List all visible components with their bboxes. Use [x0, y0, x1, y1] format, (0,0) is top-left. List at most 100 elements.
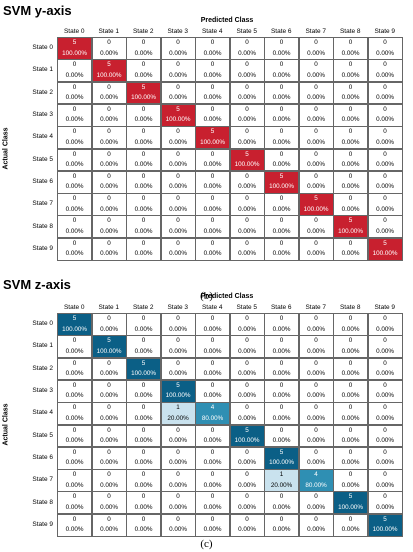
cell-count: 4 — [314, 471, 318, 479]
cell-count: 0 — [348, 150, 353, 158]
cell-percent: 0.00% — [272, 227, 291, 235]
cell-count: 0 — [279, 61, 284, 69]
cell-percent: 0.00% — [307, 138, 325, 146]
matrix-cell: 0 0.00% — [126, 424, 162, 448]
matrix-cell: 0 0.00% — [367, 424, 403, 448]
matrix-cell: 0 0.00% — [333, 193, 369, 216]
row-header: State 9 — [32, 244, 53, 252]
cell-percent: 100.00% — [165, 392, 191, 400]
cell-count: 0 — [348, 448, 353, 456]
cell-count: 5 — [176, 381, 180, 389]
matrix-cell: 5 100.00% — [298, 193, 334, 216]
cell-percent: 0.00% — [272, 347, 291, 355]
matrix-cell: 0 0.00% — [160, 491, 196, 515]
cell-count: 0 — [383, 195, 387, 203]
cell-count: 0 — [107, 426, 111, 434]
matrix-cell: 0 0.00% — [91, 126, 127, 150]
cell-count: 0 — [107, 195, 111, 203]
cell-percent: 0.00% — [376, 227, 394, 235]
cell-percent: 0.00% — [203, 526, 222, 534]
cell-count: 0 — [348, 381, 353, 389]
matrix-cell: 0 0.00% — [91, 513, 127, 537]
matrix-cell: 0 0.00% — [91, 379, 127, 403]
cell-percent: 0.00% — [169, 526, 187, 534]
cell-percent: 0.00% — [169, 227, 187, 235]
cell-percent: 0.00% — [100, 370, 118, 378]
cell-percent: 0.00% — [65, 481, 84, 489]
cell-percent: 0.00% — [100, 503, 118, 511]
matrix-cell: 0 0.00% — [91, 424, 127, 448]
matrix-cell: 0 0.00% — [57, 237, 93, 261]
cell-count: 5 — [314, 195, 318, 203]
cell-count: 0 — [107, 381, 111, 389]
matrix-cell: 0 0.00% — [91, 81, 127, 105]
cell-percent: 0.00% — [376, 437, 394, 445]
matrix-cell: 0 0.00% — [298, 513, 334, 537]
matrix-cell: 0 0.00% — [229, 379, 265, 403]
row-header: State 0 — [32, 320, 53, 328]
row-header: State 7 — [32, 200, 53, 208]
cell-count: 0 — [348, 172, 353, 180]
cell-count: 0 — [383, 381, 387, 389]
cell-count: 0 — [210, 493, 215, 501]
cell-count: 0 — [383, 128, 387, 136]
cell-count: 0 — [141, 105, 146, 113]
cell-count: 0 — [72, 217, 77, 225]
matrix-cell: 0 0.00% — [367, 37, 403, 60]
cell-percent: 0.00% — [238, 526, 256, 534]
cell-count: 0 — [176, 217, 180, 225]
cell-count: 0 — [72, 172, 77, 180]
matrix-cell: 0 0.00% — [195, 469, 231, 492]
cell-count: 0 — [348, 359, 353, 367]
column-header: State 7 — [305, 28, 327, 35]
matrix-cell: 0 0.00% — [367, 170, 403, 194]
matrix-cell: 5 100.00% — [160, 379, 196, 403]
matrix-cell: 5 100.00% — [333, 491, 369, 515]
cell-percent: 0.00% — [307, 49, 325, 57]
cell-count: 0 — [210, 172, 215, 180]
cell-count: 0 — [245, 217, 249, 225]
cell-count: 0 — [383, 426, 387, 434]
column-header: State 4 — [201, 304, 223, 311]
cell-count: 0 — [141, 404, 146, 412]
cell-percent: 0.00% — [238, 227, 256, 235]
matrix-cell: 0 0.00% — [333, 170, 369, 194]
row-header: State 4 — [32, 409, 53, 417]
matrix-cell: 0 0.00% — [195, 424, 231, 448]
chart-title: SVM z-axis — [3, 277, 71, 292]
matrix-cell: 0 0.00% — [367, 81, 403, 105]
cell-count: 0 — [210, 105, 215, 113]
cell-count: 0 — [107, 239, 111, 247]
matrix-cell: 5 100.00% — [126, 357, 162, 381]
matrix-cell: 0 0.00% — [160, 126, 196, 150]
cell-percent: 0.00% — [238, 138, 256, 146]
cell-percent: 0.00% — [203, 459, 222, 467]
cell-percent: 0.00% — [203, 94, 222, 102]
cell-count: 5 — [383, 515, 387, 523]
cell-count: 0 — [383, 471, 387, 479]
matrix-cell: 0 0.00% — [195, 37, 231, 60]
cell-percent: 0.00% — [238, 414, 256, 422]
matrix-cell: 0 0.00% — [298, 424, 334, 448]
matrix-cell: 0 0.00% — [91, 215, 127, 239]
cell-count: 5 — [141, 83, 146, 91]
cell-count: 0 — [210, 83, 215, 91]
cell-count: 0 — [314, 359, 318, 367]
cell-percent: 0.00% — [65, 526, 84, 534]
matrix-cell: 0 0.00% — [333, 335, 369, 359]
cell-percent: 100.00% — [62, 325, 87, 333]
cell-percent: 100.00% — [200, 138, 225, 146]
cell-count: 0 — [245, 359, 249, 367]
matrix-cell: 0 0.00% — [126, 193, 162, 216]
cell-percent: 0.00% — [272, 325, 291, 333]
cell-percent: 0.00% — [341, 49, 360, 57]
cell-percent: 0.00% — [376, 49, 394, 57]
column-header: State 9 — [374, 28, 396, 35]
cell-percent: 0.00% — [307, 161, 325, 169]
cell-count: 0 — [107, 448, 111, 456]
matrix-cell: 0 0.00% — [91, 402, 127, 426]
row-header: State 6 — [32, 453, 53, 461]
cell-count: 0 — [279, 150, 284, 158]
x-axis-label: Predicted Class — [200, 293, 254, 300]
matrix-cell: 0 0.00% — [298, 170, 334, 194]
